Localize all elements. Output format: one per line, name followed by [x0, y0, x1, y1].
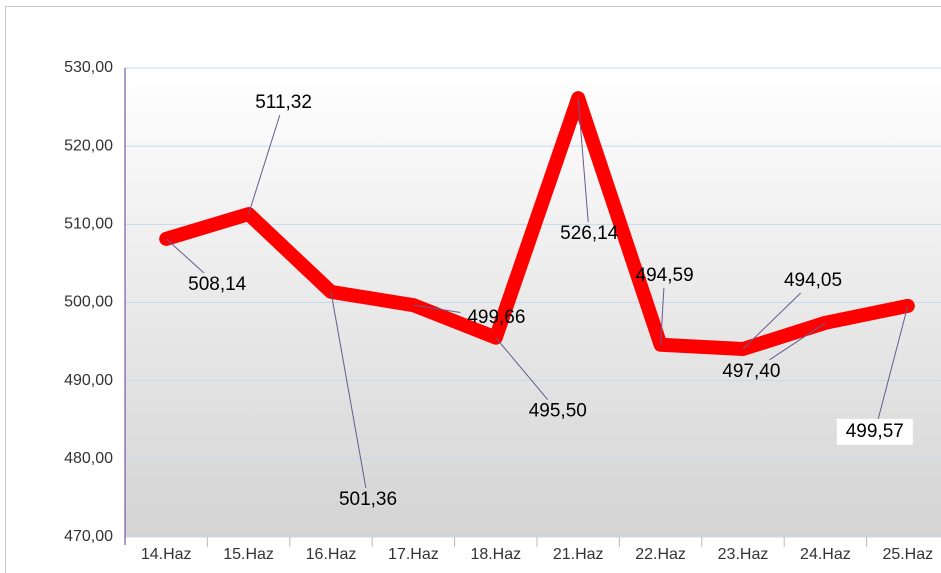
leader-line: [495, 337, 549, 400]
data-label: 494,05: [784, 270, 842, 291]
data-label: 499,66: [467, 307, 525, 328]
leader-line: [165, 238, 205, 274]
y-tick-label: 530,00: [64, 59, 113, 76]
y-tick-label: 520,00: [64, 137, 113, 154]
x-tick-label: 24.Haz: [800, 546, 851, 563]
series-line: [159, 91, 915, 357]
leader-line: [660, 287, 665, 345]
x-tick-label: 25.Haz: [882, 546, 933, 563]
x-tick-label: 17.Haz: [388, 546, 439, 563]
label-box: [836, 418, 913, 445]
data-label: 494,59: [636, 265, 694, 286]
leader-line: [413, 304, 461, 314]
x-tick-label: 21.Haz: [553, 546, 604, 563]
data-label: 508,14: [188, 274, 247, 295]
data-label: 499,57: [846, 421, 904, 442]
leader-line: [742, 292, 801, 350]
x-tick-label: 15.Haz: [223, 546, 274, 563]
data-label: 511,32: [255, 92, 312, 113]
x-tick-label: 16.Haz: [306, 546, 357, 563]
x-tick-label: 23.Haz: [718, 546, 769, 563]
leader-line: [769, 322, 826, 361]
y-tick-label: 500,00: [64, 294, 113, 311]
y-tick-label: 490,00: [64, 372, 113, 389]
y-tick-label: 480,00: [64, 450, 113, 467]
data-label: 501,36: [339, 489, 397, 510]
x-tick-label: 22.Haz: [635, 546, 686, 563]
leader-line: [577, 98, 589, 223]
leader-line: [248, 114, 281, 215]
y-tick-label: 510,00: [64, 216, 113, 233]
data-label: 495,50: [529, 401, 587, 422]
y-tick-label: 470,00: [64, 528, 113, 545]
data-label: 497,40: [722, 361, 780, 382]
leader-line: [877, 305, 909, 420]
x-tick-label: 18.Haz: [470, 546, 521, 563]
leader-line: [330, 291, 367, 488]
data-label: 526,14: [560, 223, 619, 244]
x-tick-label: 14.Haz: [141, 546, 192, 563]
